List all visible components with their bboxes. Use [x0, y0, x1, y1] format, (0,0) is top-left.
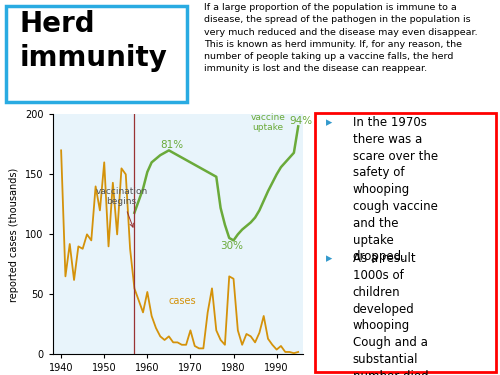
Text: ▸: ▸ — [326, 116, 332, 129]
Text: If a large proportion of the population is immune to a
disease, the spread of th: If a large proportion of the population … — [204, 3, 478, 73]
Bar — [6, 6, 187, 102]
Text: ▸: ▸ — [326, 252, 332, 265]
Text: 30%: 30% — [220, 241, 244, 251]
Text: vaccine
uptake: vaccine uptake — [250, 113, 286, 132]
Text: 94%: 94% — [290, 116, 312, 126]
Text: As a result
1000s of
children
developed
whooping
Cough and a
substantial
number : As a result 1000s of children developed … — [352, 252, 428, 375]
Text: vaccination
begins: vaccination begins — [96, 187, 148, 227]
Y-axis label: reported cases (thousands): reported cases (thousands) — [10, 167, 20, 302]
Text: cases: cases — [169, 296, 196, 306]
Text: Herd
immunity: Herd immunity — [20, 10, 168, 72]
Text: 81%: 81% — [160, 140, 184, 150]
Text: In the 1970s
there was a
scare over the
safety of
whooping
cough vaccine
and the: In the 1970s there was a scare over the … — [352, 116, 438, 263]
